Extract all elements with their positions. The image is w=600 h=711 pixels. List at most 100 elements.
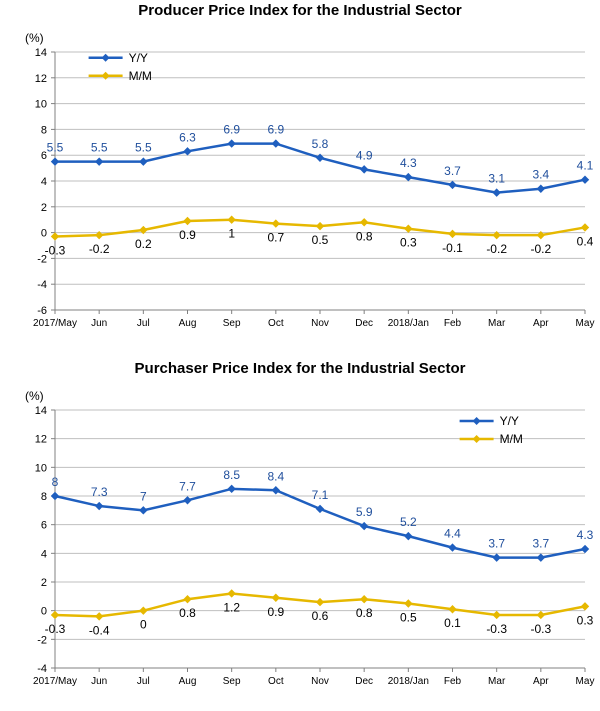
legend-label: Y/Y xyxy=(500,414,519,428)
data-label: 3.7 xyxy=(444,164,461,178)
data-label: 5.5 xyxy=(91,141,108,155)
data-label: 7.1 xyxy=(312,488,329,502)
data-label: 6.3 xyxy=(179,130,196,144)
x-tick-label: Jun xyxy=(91,676,107,687)
data-label: 0.3 xyxy=(400,236,417,250)
data-label: 0.6 xyxy=(312,609,329,623)
x-tick-label: Dec xyxy=(355,676,373,687)
data-label: -0.3 xyxy=(45,622,66,636)
y-tick-label: 6 xyxy=(41,520,47,532)
data-label: 0.2 xyxy=(135,237,152,251)
data-label: 4.1 xyxy=(577,159,594,173)
y-tick-label: 12 xyxy=(35,434,47,446)
data-label: 0 xyxy=(140,618,147,632)
data-label: -0.2 xyxy=(89,242,110,256)
x-tick-label: Nov xyxy=(311,318,329,329)
data-label: 7.7 xyxy=(179,479,196,493)
data-label: -0.2 xyxy=(486,242,507,256)
x-tick-label: 2018/Jan xyxy=(388,318,429,329)
x-tick-label: Feb xyxy=(444,676,462,687)
purchaser-price-chart: Purchaser Price Index for the Industrial… xyxy=(0,358,600,708)
data-label: 1 xyxy=(228,227,235,241)
producer-price-chart: Producer Price Index for the Industrial … xyxy=(0,0,600,350)
data-label: -0.3 xyxy=(486,622,507,636)
data-label: -0.4 xyxy=(89,623,110,637)
data-label: 0.7 xyxy=(267,231,284,245)
y-tick-label: 4 xyxy=(41,548,47,560)
data-label: 3.1 xyxy=(488,172,505,186)
y-tick-label: 12 xyxy=(35,73,47,85)
x-tick-label: 2017/May xyxy=(33,318,77,329)
y-tick-label: 2 xyxy=(41,202,47,214)
x-tick-label: Mar xyxy=(488,676,506,687)
y-tick-label: -4 xyxy=(37,663,47,675)
x-tick-label: Apr xyxy=(533,676,549,687)
x-tick-label: Feb xyxy=(444,318,462,329)
data-label: 6.9 xyxy=(223,123,240,137)
y-axis-label: (%) xyxy=(25,389,44,403)
y-tick-label: 4 xyxy=(41,176,47,188)
data-label: 5.2 xyxy=(400,515,417,529)
data-label: 7.3 xyxy=(91,485,108,499)
data-label: 5.9 xyxy=(356,505,373,519)
data-label: -0.1 xyxy=(442,241,463,255)
data-label: 8.4 xyxy=(267,469,284,483)
data-label: -0.2 xyxy=(530,242,551,256)
data-label: 7 xyxy=(140,489,147,503)
page: Producer Price Index for the Industrial … xyxy=(0,0,600,711)
legend-label: Y/Y xyxy=(129,51,148,65)
data-label: 0.8 xyxy=(356,229,373,243)
chart-svg: (%)-6-4-2024681012142017/MayJunJulAugSep… xyxy=(0,22,600,350)
data-label: -0.3 xyxy=(530,622,551,636)
data-label: 0.5 xyxy=(312,233,329,247)
data-label: 3.7 xyxy=(488,537,505,551)
data-label: 0.8 xyxy=(356,606,373,620)
data-label: 4.9 xyxy=(356,148,373,162)
x-tick-label: Dec xyxy=(355,318,373,329)
x-tick-label: Aug xyxy=(179,318,197,329)
y-tick-label: 8 xyxy=(41,491,47,503)
data-label: 0.9 xyxy=(267,605,284,619)
y-tick-label: 8 xyxy=(41,124,47,136)
y-tick-label: 10 xyxy=(35,462,47,474)
x-tick-label: 2017/May xyxy=(33,676,77,687)
y-axis-label: (%) xyxy=(25,31,44,45)
y-tick-label: -2 xyxy=(37,634,47,646)
y-tick-label: 0 xyxy=(41,228,47,240)
y-tick-label: -6 xyxy=(37,305,47,317)
data-label: 0.1 xyxy=(444,616,461,630)
data-label: 5.8 xyxy=(312,137,329,151)
data-label: 0.3 xyxy=(577,613,594,627)
legend-label: M/M xyxy=(500,432,523,446)
x-tick-label: Jun xyxy=(91,318,107,329)
x-tick-label: Jul xyxy=(137,318,150,329)
data-label: 5.5 xyxy=(47,141,64,155)
x-tick-label: Sep xyxy=(223,676,241,687)
x-tick-label: Mar xyxy=(488,318,506,329)
data-label: 8.5 xyxy=(223,468,240,482)
x-tick-label: May xyxy=(576,676,595,687)
data-label: 3.7 xyxy=(532,537,549,551)
y-tick-label: 2 xyxy=(41,577,47,589)
x-tick-label: Oct xyxy=(268,318,284,329)
data-label: 0.4 xyxy=(577,234,594,248)
data-label: 4.4 xyxy=(444,527,461,541)
chart-title: Producer Price Index for the Industrial … xyxy=(0,0,600,22)
data-label: 5.5 xyxy=(135,141,152,155)
y-tick-label: 14 xyxy=(35,405,47,417)
chart-title: Purchaser Price Index for the Industrial… xyxy=(0,358,600,380)
x-tick-label: 2018/Jan xyxy=(388,676,429,687)
y-tick-label: 0 xyxy=(41,606,47,618)
y-tick-label: -4 xyxy=(37,279,47,291)
data-label: 0.9 xyxy=(179,228,196,242)
data-label: 6.9 xyxy=(267,123,284,137)
y-tick-label: 10 xyxy=(35,99,47,111)
data-label: 1.2 xyxy=(223,600,240,614)
x-tick-label: Jul xyxy=(137,676,150,687)
legend-label: M/M xyxy=(129,69,152,83)
y-tick-label: 14 xyxy=(35,47,47,59)
x-tick-label: Aug xyxy=(179,676,197,687)
x-tick-label: Oct xyxy=(268,676,284,687)
data-label: 0.5 xyxy=(400,611,417,625)
data-label: 4.3 xyxy=(400,156,417,170)
